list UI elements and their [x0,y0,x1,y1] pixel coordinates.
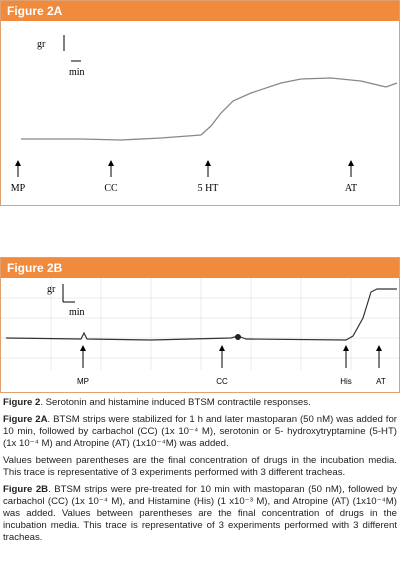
arrow-label: AT [376,377,386,386]
scale-x: min [69,67,85,78]
scale-y: gr [37,39,46,50]
caption: Figure 2. Serotonin and histamine induce… [3,397,397,409]
trace [21,77,398,141]
arrow-label: AT [345,183,357,194]
arrow-label: CC [104,183,118,194]
arrow-label: MP [77,377,89,386]
caption-text: . BTSM strips were pre-treated for 10 mi… [3,484,398,543]
panel-title: Figure 2B [1,258,399,278]
caption: Values between parentheses are the final… [3,455,397,479]
trace-b: gr min MP CC His AT [1,278,399,386]
trace-a: gr min MP CC 5 HT AT [11,35,398,194]
caption-text: . BTSM strips were stabilized for 1 h an… [3,414,398,449]
captions: Figure 2. Serotonin and histamine induce… [3,397,397,549]
caption: Figure 2B. BTSM strips were pre-treated … [3,484,397,544]
panel-a: Figure 2A gr min MP CC 5 HT AT [0,0,400,206]
caption-lead: Figure 2 [3,397,41,408]
panel-b: Figure 2B gr min MP CC His AT [0,257,400,393]
arrow-label: CC [216,377,228,386]
paper-grid [1,278,399,370]
arrow-label: His [340,377,352,386]
trace-blob [235,334,241,340]
arrow-label: 5 HT [198,183,219,194]
arrow-label: MP [11,183,26,194]
scale-y: gr [47,284,56,295]
trace [5,288,397,341]
caption-text: . Serotonin and histamine induced BTSM c… [40,397,311,408]
caption-lead: Figure 2A [3,414,48,425]
scale-x: min [69,307,85,318]
arrows [15,160,354,177]
panel-title: Figure 2A [1,1,399,21]
caption-text: Values between parentheses are the final… [3,455,397,478]
arrows [80,345,382,368]
caption-lead: Figure 2B [3,484,49,495]
caption: Figure 2A. BTSM strips were stabilized f… [3,414,397,450]
